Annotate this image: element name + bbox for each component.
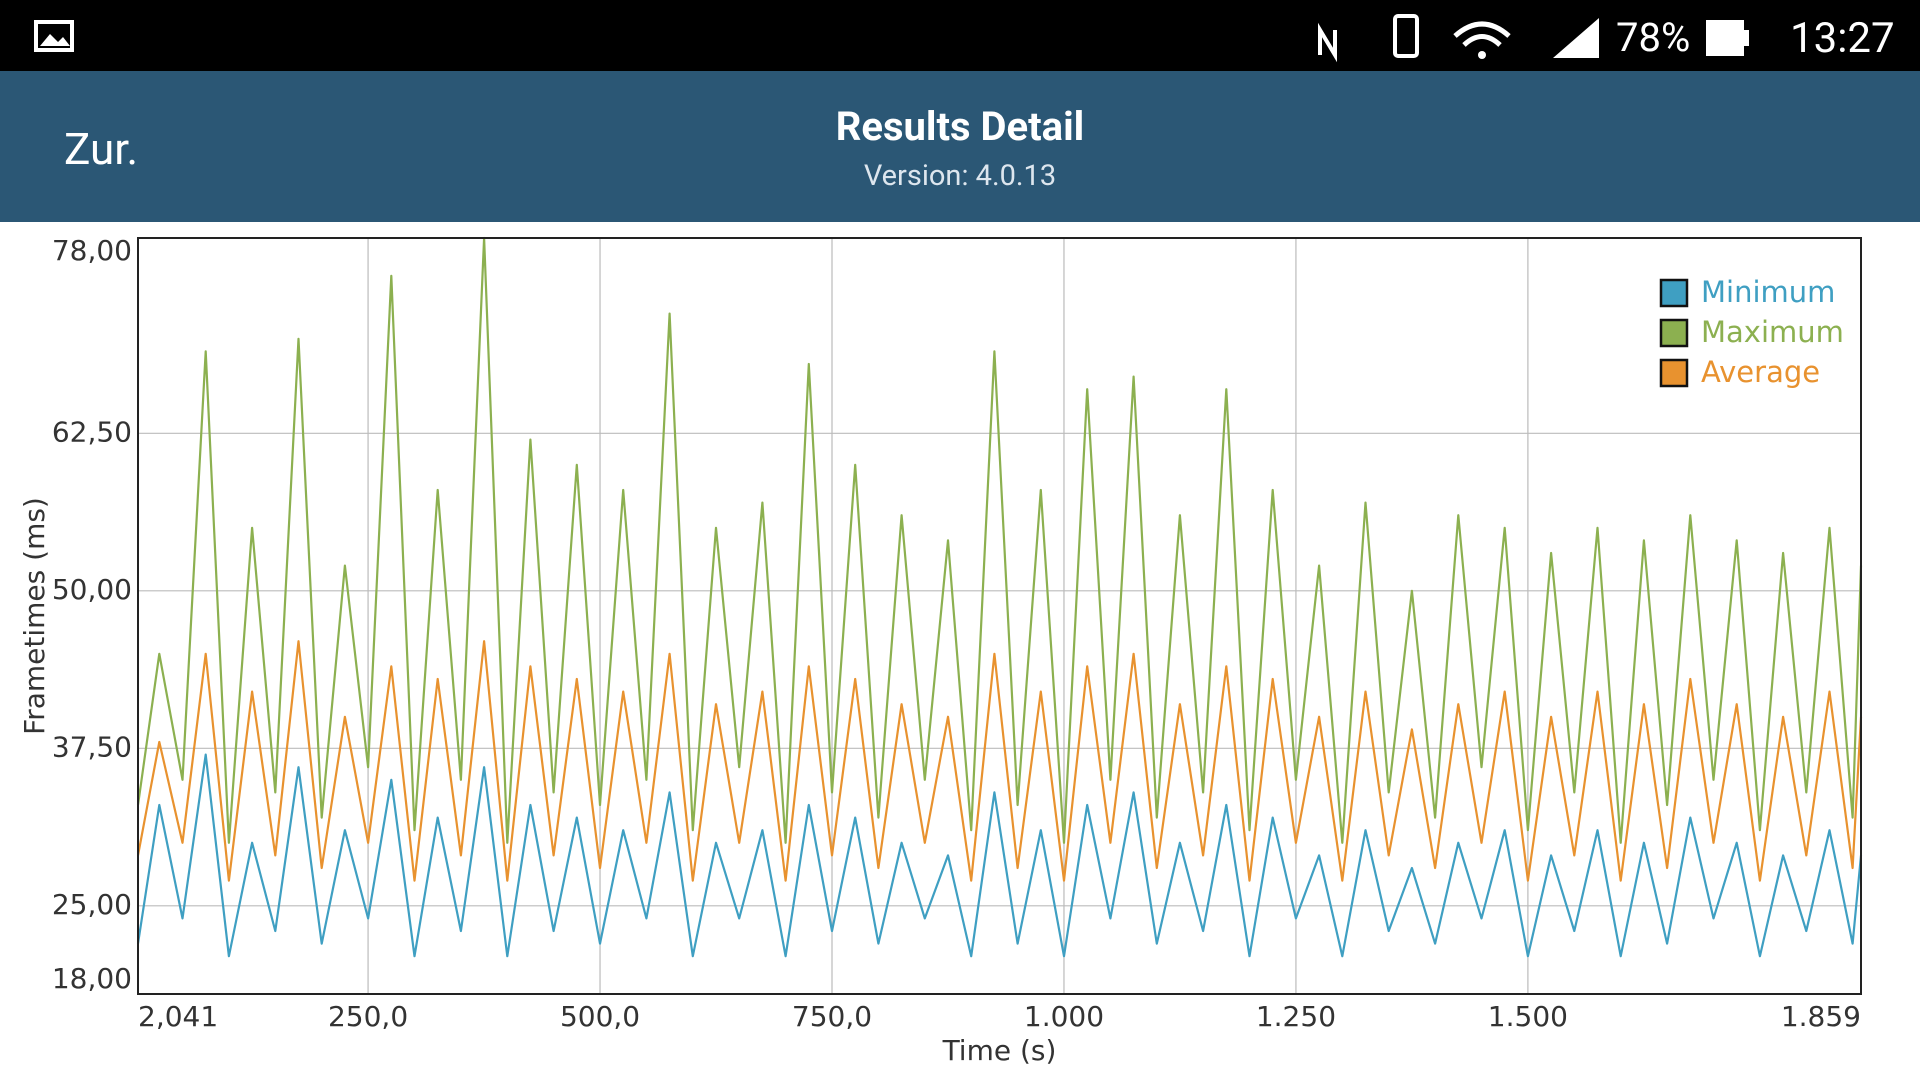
x-tick-label: 750,0 [792,1000,872,1033]
legend-label: Minimum [1701,275,1835,309]
x-tick-label: 250,0 [328,1000,408,1033]
back-button[interactable]: Zur. [64,123,139,175]
battery-icon [1706,20,1744,56]
wifi-icon [1453,21,1511,47]
title: Results Detail [835,103,1085,150]
legend-swatch [1659,318,1689,348]
y-tick-label: 37,50 [52,730,132,763]
app-bar: Zur. Results Detail Version: 4.0.13 [0,71,1920,222]
x-tick-label: 1.500 [1488,1000,1568,1033]
subtitle: Version: 4.0.13 [863,159,1057,193]
nfc-icon [1318,22,1337,63]
x-tick-label: 1.250 [1256,1000,1336,1033]
status-bar: 78% 13:27 [0,0,1920,71]
gallery-icon-mountain [40,34,70,46]
signal-icon [1553,18,1599,58]
y-axis-title: Frametimes (ms) [18,497,51,735]
battery-tip [1744,30,1749,46]
y-tick-label: 50,00 [52,573,132,606]
x-tick-label: 1.000 [1024,1000,1104,1033]
x-tick-label: 500,0 [560,1000,640,1033]
plot-frame [137,237,1862,995]
legend-label: Maximum [1701,315,1844,349]
y-tick-label: 18,00 [52,962,132,995]
legend-label: Average [1701,355,1820,389]
y-tick-label: 78,00 [52,234,132,267]
series-line [136,236,1863,844]
battery-level: 78% [1616,14,1691,61]
legend-swatch [1659,278,1689,308]
legend-swatch [1659,358,1689,388]
x-axis-title: Time (s) [942,1034,1057,1067]
x-tick-label: 2,041 [138,1000,218,1033]
vibrate-icon [1393,14,1419,58]
x-tick-label: 1.859 [1781,1000,1861,1033]
wifi-dot [1478,51,1486,59]
y-tick-label: 62,50 [52,415,132,448]
y-tick-label: 25,00 [52,888,132,921]
clock: 13:27 [1790,14,1895,63]
series-line [136,640,1863,882]
gallery-icon [34,20,74,52]
chart: 18,00 25,00 37,50 50,00 62,50 78,00 2,041 250,0… [18,234,1863,1067]
status-icons [34,14,1749,63]
series-line [136,753,1863,958]
